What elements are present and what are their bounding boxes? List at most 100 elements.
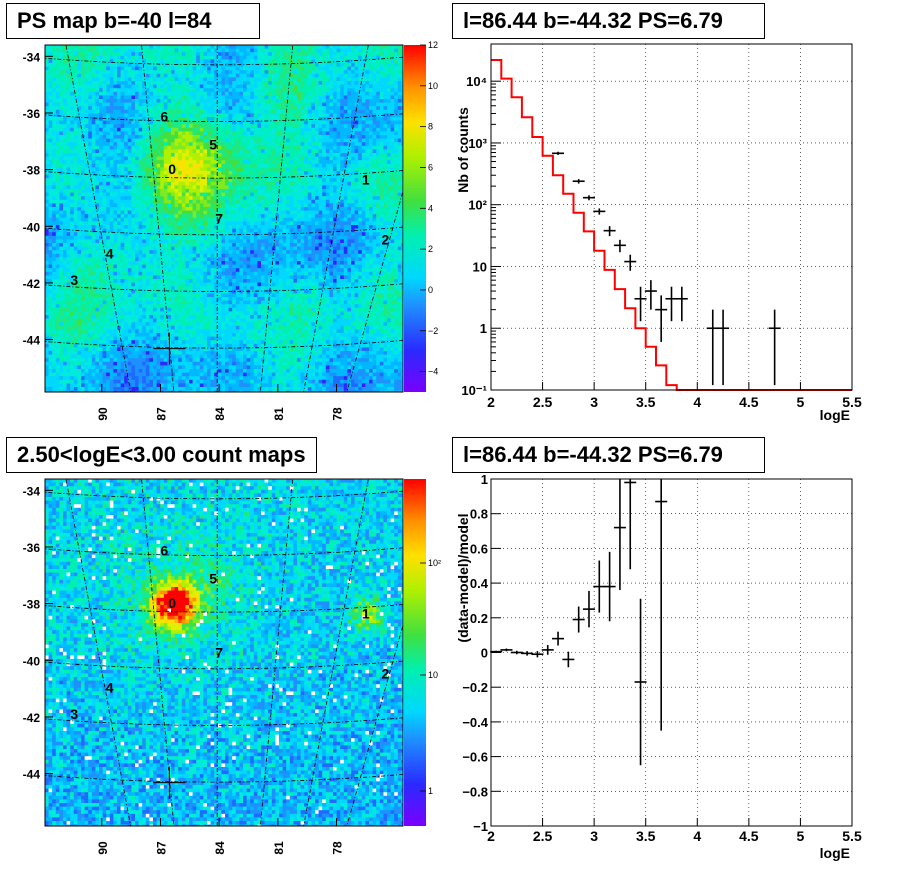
map-cell <box>279 192 283 197</box>
map-cell <box>178 124 183 129</box>
map-cell <box>228 171 233 175</box>
map-cell <box>84 48 89 53</box>
map-cell <box>102 199 107 204</box>
map-cell <box>91 149 96 154</box>
map-cell <box>297 174 301 179</box>
map-cell <box>203 91 208 96</box>
map-cell <box>246 66 251 71</box>
map-cell <box>145 210 150 215</box>
map-cell <box>253 153 258 157</box>
map-cell <box>63 59 67 64</box>
map-cell <box>271 120 276 125</box>
map-cell <box>387 127 391 132</box>
map-cell <box>99 113 103 118</box>
map-cell <box>365 99 370 103</box>
map-cell <box>307 59 312 64</box>
map-cell <box>264 196 269 201</box>
map-cell <box>275 153 280 157</box>
map-cell <box>131 163 136 168</box>
map-cell <box>297 196 301 201</box>
map-cell <box>318 77 323 82</box>
map-cell <box>109 124 114 129</box>
map-cell <box>300 149 305 154</box>
map-cell <box>387 63 391 67</box>
map-cell <box>297 88 301 93</box>
map-cell <box>397 203 402 208</box>
map-cell <box>127 185 132 190</box>
map-cell <box>210 81 215 85</box>
map-cell <box>333 59 337 64</box>
map-cell <box>268 117 273 121</box>
map-cell <box>145 163 150 168</box>
map-cell <box>163 163 168 168</box>
map-cell <box>88 203 93 208</box>
map-cell <box>325 171 330 175</box>
map-cell <box>354 199 359 204</box>
map-cell <box>264 181 269 186</box>
map-cell <box>153 106 157 111</box>
map-cell <box>358 91 363 96</box>
map-cell <box>361 203 366 208</box>
map-cell <box>401 81 403 85</box>
map-cell <box>304 156 309 161</box>
map-cell <box>282 149 287 154</box>
map-cell <box>397 45 402 49</box>
map-cell <box>84 221 89 226</box>
map-cell <box>322 214 327 219</box>
map-cell <box>243 135 247 139</box>
map-cell <box>88 81 93 85</box>
map-cell <box>322 124 327 129</box>
map-cell <box>275 91 280 96</box>
map-cell <box>343 185 348 190</box>
map-cell <box>325 124 330 129</box>
map-cell <box>361 91 366 96</box>
map-cell <box>138 142 143 147</box>
map-cell <box>340 117 345 121</box>
map-cell <box>59 52 64 57</box>
map-cell <box>282 109 287 114</box>
map-cell <box>282 156 287 161</box>
map-cell <box>347 207 352 211</box>
map-cell <box>329 153 334 157</box>
map-cell <box>145 88 150 93</box>
map-cell <box>178 48 183 53</box>
map-cell <box>297 48 301 53</box>
map-cell <box>138 113 143 118</box>
map-cell <box>48 189 53 193</box>
map-cell <box>358 199 363 204</box>
map-cell <box>347 178 352 183</box>
map-cell <box>297 73 301 78</box>
map-cell <box>142 149 147 154</box>
map-cell <box>235 142 240 147</box>
map-cell <box>358 66 363 71</box>
map-cell <box>394 120 399 125</box>
map-cell <box>369 153 373 157</box>
map-cell <box>333 117 337 121</box>
map-cell <box>163 73 168 78</box>
map-cell <box>268 95 273 100</box>
map-cell <box>322 91 327 96</box>
map-cell <box>257 52 262 57</box>
map-cell <box>106 84 111 89</box>
map-cell <box>318 221 323 226</box>
map-cell <box>66 81 71 85</box>
map-cell <box>271 171 276 175</box>
map-cell <box>261 88 265 93</box>
map-cell <box>297 52 301 57</box>
map-cell <box>66 189 71 193</box>
map-cell <box>160 63 165 67</box>
map-cell <box>383 63 388 67</box>
map-cell <box>225 192 229 197</box>
map-cell <box>379 189 384 193</box>
map-cell <box>235 99 240 103</box>
map-cell <box>138 217 143 222</box>
map-cell <box>243 174 247 179</box>
map-cell <box>59 117 64 121</box>
map-cell <box>358 106 363 111</box>
map-cell <box>289 73 294 78</box>
map-cell <box>63 214 67 219</box>
map-cell <box>318 207 323 211</box>
map-cell <box>102 135 107 139</box>
map-cell <box>293 214 298 219</box>
map-cell <box>210 149 215 154</box>
